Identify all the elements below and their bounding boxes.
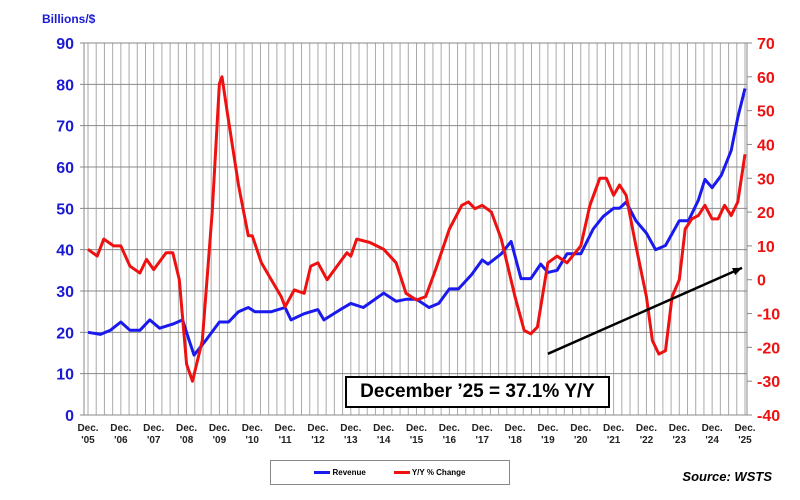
trend-arrow-head — [732, 267, 743, 276]
right-tick-label: 0 — [757, 273, 766, 290]
legend-label: Revenue — [332, 468, 366, 477]
right-tick-label: 20 — [757, 205, 775, 222]
x-tick-label: Dec. — [504, 423, 525, 434]
x-tick-label: '22 — [640, 435, 654, 446]
x-tick-label: Dec. — [275, 423, 296, 434]
x-tick-label: Dec. — [669, 423, 690, 434]
x-tick-label: '13 — [344, 435, 358, 446]
left-tick-label: 80 — [56, 77, 74, 94]
right-tick-label: 60 — [757, 70, 775, 87]
x-tick-label: '12 — [311, 435, 325, 446]
x-tick-label: '20 — [574, 435, 588, 446]
x-tick-label: '08 — [180, 435, 194, 446]
x-tick-label: Dec. — [307, 423, 328, 434]
x-tick-label: Dec. — [406, 423, 427, 434]
x-tick-label: '17 — [475, 435, 489, 446]
x-tick-label: '19 — [541, 435, 555, 446]
annotation-box: December ’25 = 37.1% Y/Y — [345, 376, 610, 408]
x-tick-label: '10 — [245, 435, 259, 446]
x-tick-label: Dec. — [110, 423, 131, 434]
x-tick-label: '07 — [147, 435, 161, 446]
x-tick-label: Dec. — [209, 423, 230, 434]
left-tick-label: 20 — [56, 325, 74, 342]
x-tick-label: '06 — [114, 435, 128, 446]
right-tick-label: 40 — [757, 137, 775, 154]
trend-arrow-line — [547, 266, 743, 355]
x-tick-label: Dec. — [176, 423, 197, 434]
right-tick-label: 50 — [757, 104, 775, 121]
left-tick-label: 0 — [65, 408, 74, 425]
right-tick-label: 70 — [757, 36, 775, 53]
legend-swatch-revenue — [314, 471, 331, 474]
legend: Revenue Y/Y % Change — [270, 460, 510, 485]
legend-item-yoy: Y/Y % Change — [393, 468, 466, 477]
x-tick-label: '23 — [673, 435, 687, 446]
right-tick-label: 10 — [757, 239, 775, 256]
x-tick-label: Dec. — [77, 423, 98, 434]
series-line-revenue — [87, 88, 747, 357]
right-tick-label: -30 — [757, 374, 780, 391]
x-tick-label: '09 — [213, 435, 227, 446]
legend-swatch-yoy — [393, 471, 410, 474]
left-tick-label: 40 — [56, 243, 74, 260]
right-tick-label: 30 — [757, 171, 775, 188]
left-axis-label: Billions/$ — [42, 12, 96, 26]
x-tick-label: '14 — [377, 435, 391, 446]
x-tick-label: '18 — [508, 435, 522, 446]
x-tick-label: Dec. — [143, 423, 164, 434]
x-tick-label: Dec. — [570, 423, 591, 434]
x-tick-label: Dec. — [537, 423, 558, 434]
series-line-yoy — [87, 75, 747, 383]
x-tick-label: Dec. — [603, 423, 624, 434]
right-tick-label: -10 — [757, 307, 780, 324]
left-tick-label: 70 — [56, 119, 74, 136]
left-tick-label: 50 — [56, 201, 74, 218]
x-tick-label: '24 — [705, 435, 719, 446]
right-tick-label: -40 — [757, 408, 780, 425]
left-tick-label: 10 — [56, 367, 74, 384]
x-tick-label: Dec. — [340, 423, 361, 434]
right-tick-label: -20 — [757, 340, 780, 357]
x-tick-label: Dec. — [702, 423, 723, 434]
x-tick-label: Dec. — [734, 423, 755, 434]
legend-item-revenue: Revenue — [314, 468, 366, 477]
left-tick-label: 30 — [56, 284, 74, 301]
x-tick-label: Dec. — [373, 423, 394, 434]
x-tick-label: Dec. — [242, 423, 263, 434]
x-tick-label: '16 — [443, 435, 457, 446]
x-tick-label: Dec. — [439, 423, 460, 434]
annotation-text: December ’25 = 37.1% Y/Y — [360, 381, 595, 402]
left-tick-label: 90 — [56, 36, 74, 53]
x-tick-label: '11 — [279, 435, 292, 446]
source-note: Source: WSTS — [682, 469, 772, 484]
legend-label: Y/Y % Change — [411, 468, 466, 477]
x-tick-label: Dec. — [472, 423, 493, 434]
x-tick-label: Dec. — [636, 423, 657, 434]
x-tick-label: '25 — [738, 435, 752, 446]
left-tick-label: 60 — [56, 160, 74, 177]
x-tick-label: '05 — [81, 435, 95, 446]
x-tick-label: '15 — [410, 435, 424, 446]
x-tick-label: '21 — [607, 435, 621, 446]
